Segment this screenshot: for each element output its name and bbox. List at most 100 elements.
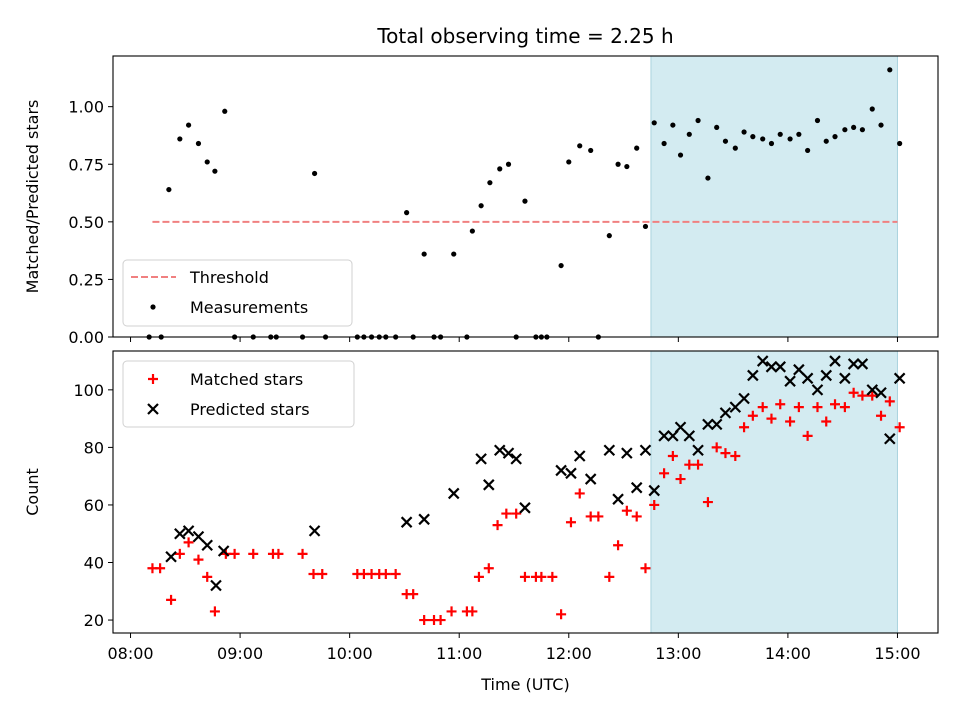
observing-window-1 bbox=[650, 350, 898, 634]
series-1-1-point-25 bbox=[639, 444, 652, 457]
count-panel: 20 40 60 80 100 08:00 09:00 10:00 11:00 12:00 13:0… bbox=[23, 350, 939, 663]
series-0-0-point-8 bbox=[222, 108, 228, 114]
series-1-1-point-48 bbox=[847, 358, 860, 370]
x-tick-label: 15:00 bbox=[874, 644, 920, 663]
legend-predicted-swatch bbox=[147, 403, 159, 415]
series-1-0-point-76 bbox=[894, 422, 905, 433]
series-1-1-point-2 bbox=[182, 525, 195, 537]
series-1-0-point-55 bbox=[702, 497, 713, 508]
series-1-1-point-16 bbox=[519, 502, 531, 514]
y-axis-label: Matched/Predicted stars bbox=[23, 100, 42, 294]
series-1-1-point-0 bbox=[165, 550, 177, 563]
series-1-0-point-62 bbox=[766, 413, 777, 424]
series-0-0-point-47 bbox=[634, 145, 640, 151]
legend-box bbox=[122, 360, 355, 428]
series-0-0-point-58 bbox=[732, 145, 738, 151]
legend-matched-swatch bbox=[148, 374, 158, 384]
series-1-0-point-54 bbox=[693, 459, 704, 470]
series-1-1-point-51 bbox=[875, 386, 887, 399]
series-1-1-point-53 bbox=[893, 372, 906, 385]
series-0-0-point-70 bbox=[842, 127, 848, 133]
series-1-0-point-4 bbox=[183, 537, 194, 548]
series-1-1-point-52 bbox=[884, 432, 896, 445]
series-1-0-point-1 bbox=[155, 563, 166, 574]
x-tick-label: 13:00 bbox=[655, 644, 701, 663]
series-1-0-point-72 bbox=[857, 390, 868, 401]
series-0-0-point-14 bbox=[311, 170, 318, 177]
series-1-1-point-21 bbox=[603, 444, 616, 457]
series-1-0-point-20 bbox=[380, 569, 391, 580]
series-0-0-point-72 bbox=[859, 127, 866, 133]
series-1-0-point-71 bbox=[848, 387, 859, 398]
series-1-1-point-32 bbox=[702, 418, 714, 431]
series-1-0-point-50 bbox=[659, 468, 670, 479]
series-1-1-point-3 bbox=[192, 530, 205, 543]
series-1-1-point-12 bbox=[483, 479, 495, 491]
series-1-0-point-60 bbox=[747, 410, 758, 421]
chart-title: Total observing time = 2.25 h bbox=[376, 24, 673, 48]
series-1-1-point-26 bbox=[648, 484, 661, 497]
series-1-1-point-17 bbox=[555, 464, 567, 477]
series-0-0-point-5 bbox=[195, 140, 202, 147]
x-tick-label: 14:00 bbox=[765, 644, 811, 663]
y-tick-label: 0.25 bbox=[68, 270, 104, 289]
series-1-1-point-44 bbox=[811, 384, 824, 396]
series-0-0-point-4 bbox=[185, 122, 192, 128]
series-1-0-point-24 bbox=[419, 615, 430, 626]
series-1-0-point-75 bbox=[884, 396, 895, 407]
series-0-0-point-63 bbox=[777, 131, 783, 137]
series-1-0-point-57 bbox=[720, 448, 731, 459]
x-tick-label: 12:00 bbox=[546, 644, 592, 663]
series-0-0-point-35 bbox=[522, 198, 528, 204]
series-0-0-point-22 bbox=[404, 210, 410, 216]
series-0-0-point-51 bbox=[670, 122, 676, 128]
series-0-0-point-61 bbox=[760, 136, 766, 142]
x-tick-label: 08:00 bbox=[107, 644, 153, 663]
series-0-0-point-30 bbox=[478, 203, 484, 209]
series-1-0-point-10 bbox=[248, 548, 259, 559]
series-1-1-point-11 bbox=[475, 453, 487, 465]
series-1-1-point-8 bbox=[400, 516, 413, 528]
series-1-0-point-26 bbox=[435, 615, 446, 626]
legend-measurements-label: Measurements bbox=[190, 298, 308, 317]
legend-predicted-label: Predicted stars bbox=[190, 400, 310, 419]
series-0-0-point-50 bbox=[661, 140, 667, 147]
series-1-1-point-29 bbox=[674, 421, 687, 434]
legend-threshold-label: Threshold bbox=[189, 268, 269, 287]
series-1-0-point-51 bbox=[667, 451, 678, 462]
series-0-0-point-76 bbox=[897, 140, 903, 147]
y-tick-label: 0.50 bbox=[68, 213, 104, 232]
series-1-1-point-41 bbox=[784, 375, 796, 387]
series-1-0-point-35 bbox=[519, 571, 530, 582]
series-1-0-point-66 bbox=[802, 430, 813, 441]
series-1-0-point-27 bbox=[446, 606, 457, 617]
series-1-0-point-13 bbox=[297, 548, 308, 559]
series-1-0-point-63 bbox=[775, 399, 786, 410]
series-1-1-point-6 bbox=[217, 545, 230, 557]
series-1-0-point-52 bbox=[675, 474, 686, 485]
series-1-1-point-13 bbox=[493, 444, 506, 457]
series-0-0-point-55 bbox=[705, 175, 711, 181]
series-0-0-point-56 bbox=[714, 124, 720, 131]
series-1-0-point-34 bbox=[511, 508, 522, 519]
series-1-0-point-31 bbox=[483, 563, 494, 574]
series-1-1-point-35 bbox=[729, 401, 742, 413]
series-1-0-point-15 bbox=[317, 569, 328, 580]
series-1-0-point-46 bbox=[621, 505, 632, 516]
series-1-0-point-45 bbox=[613, 540, 624, 551]
series-1-0-point-68 bbox=[821, 416, 832, 427]
series-0-0-point-6 bbox=[204, 159, 210, 165]
series-1-0-point-23 bbox=[408, 589, 419, 600]
series-1-1-point-37 bbox=[747, 369, 759, 382]
series-1-1-point-24 bbox=[630, 481, 643, 494]
series-0-0-point-46 bbox=[624, 163, 630, 170]
series-1-1-point-40 bbox=[774, 361, 787, 373]
series-1-1-point-7 bbox=[308, 525, 321, 537]
y-tick-label: 0.00 bbox=[68, 328, 104, 347]
observing-window-0 bbox=[650, 55, 898, 338]
series-1-0-point-40 bbox=[565, 517, 576, 528]
series-1-0-point-41 bbox=[574, 488, 585, 499]
legend-measurements-swatch bbox=[150, 304, 156, 310]
series-0-0-point-31 bbox=[487, 180, 493, 186]
series-0-0-point-60 bbox=[750, 134, 756, 140]
